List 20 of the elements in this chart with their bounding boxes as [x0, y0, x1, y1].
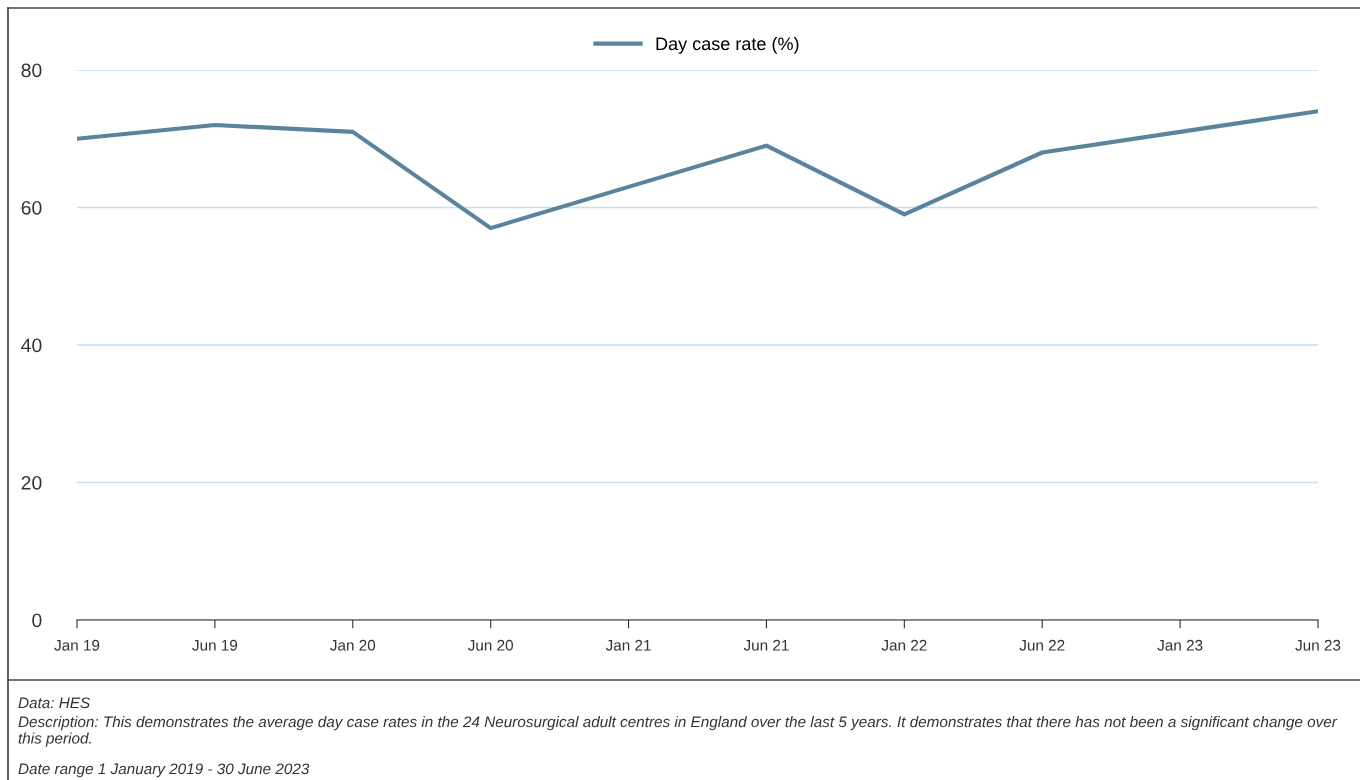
legend-label: Day case rate (%) — [656, 36, 799, 54]
x-tick-label: Jan 20 — [330, 639, 376, 651]
x-tick-label: Jan 19 — [54, 639, 100, 651]
x-tick-label: Jun 19 — [192, 639, 238, 651]
x-tick-label: Jun 22 — [1019, 639, 1065, 651]
x-tick-label: Jun 23 — [1295, 639, 1341, 651]
x-tick-label: Jun 20 — [467, 639, 514, 651]
y-tick-label: 60 — [21, 200, 42, 215]
x-tick-label: Jan 23 — [1157, 639, 1203, 651]
text: Data: HES — [18, 697, 91, 709]
line-series — [77, 109, 1318, 231]
y-tick-label: 40 — [21, 338, 42, 353]
x-tick-label: Jun 21 — [743, 639, 789, 651]
x-tick-label: Jan 22 — [881, 639, 927, 651]
text: Description: This demonstrates the average day case rates in the 24 Neurosurgical adult centres in England over the last 5 years. It demonstrates that there has not been a significant change over this period. — [18, 716, 1338, 747]
y-tick-label: 0 — [32, 613, 42, 628]
text: Date range 1 January 2019 - 30 June 2023 — [18, 763, 310, 778]
x-tick-label: Jan 21 — [605, 639, 651, 651]
y-tick-label: 80 — [21, 63, 42, 78]
y-tick-label: 20 — [21, 475, 42, 490]
